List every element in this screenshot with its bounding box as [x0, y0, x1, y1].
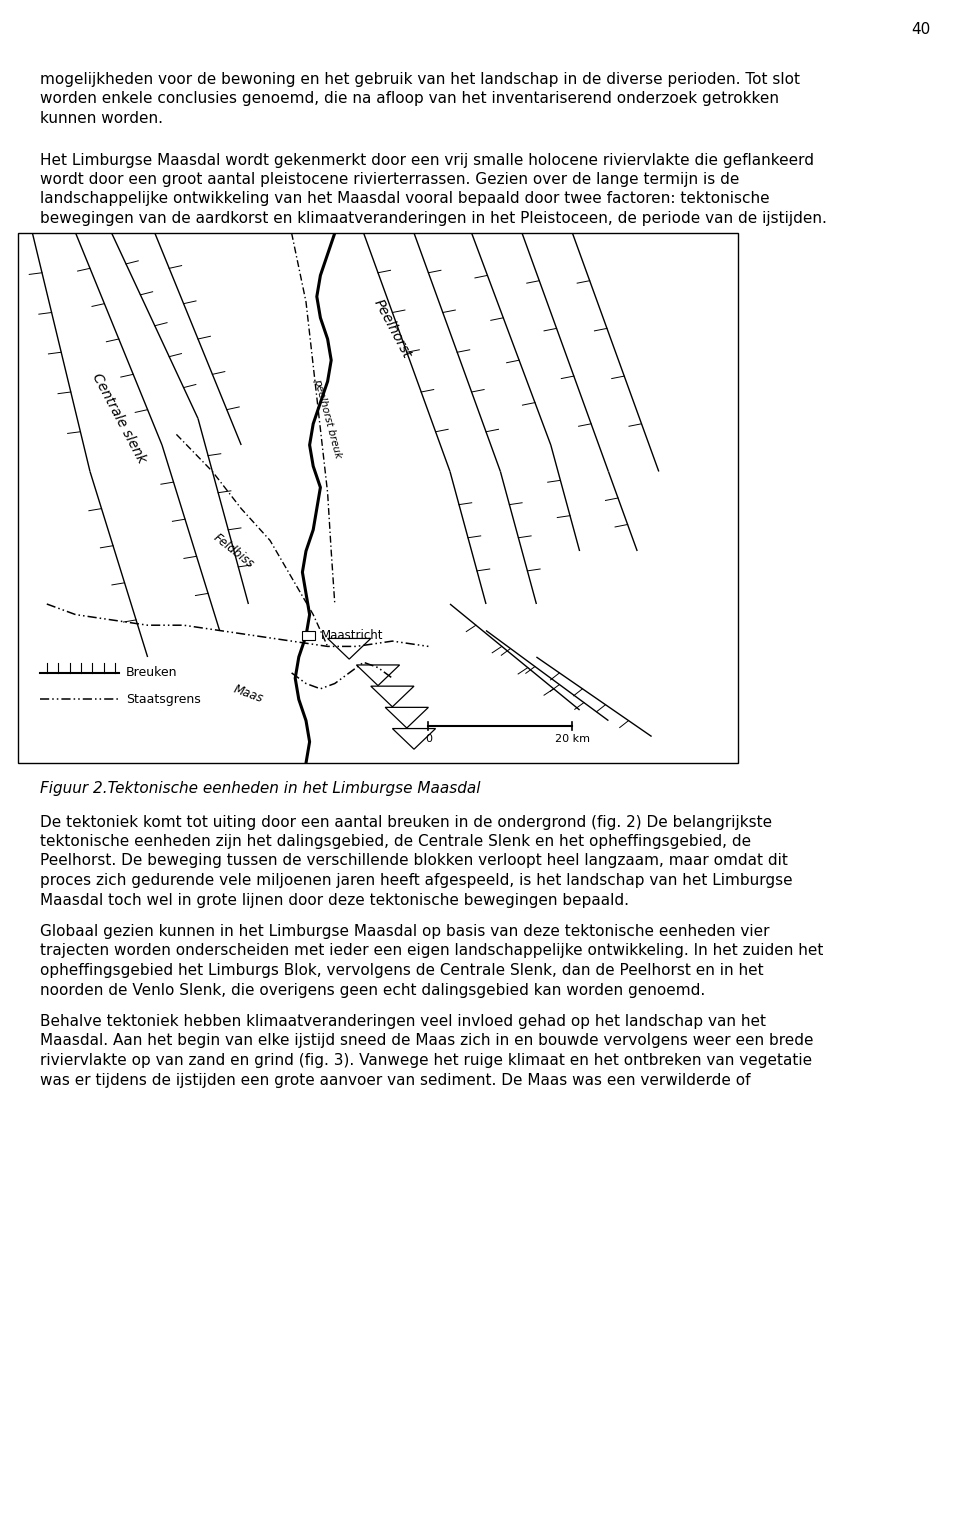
Text: Maastricht: Maastricht — [321, 629, 383, 643]
Text: De tektoniek komt tot uiting door een aantal breuken in de ondergrond (fig. 2) D: De tektoniek komt tot uiting door een aa… — [40, 814, 772, 829]
Text: proces zich gedurende vele miljoenen jaren heeft afgespeeld, is het landschap va: proces zich gedurende vele miljoenen jar… — [40, 873, 793, 889]
Text: Breuken: Breuken — [126, 666, 178, 680]
Bar — [18, 234, 738, 763]
Text: tektonische eenheden zijn het dalingsgebied, de Centrale Slenk en het opheffings: tektonische eenheden zijn het dalingsgeb… — [40, 834, 751, 849]
Text: Globaal gezien kunnen in het Limburgse Maasdal op basis van deze tektonische een: Globaal gezien kunnen in het Limburgse M… — [40, 924, 770, 939]
Text: peelhorst breuk: peelhorst breuk — [312, 377, 343, 460]
Text: worden enkele conclusies genoemd, die na afloop van het inventariserend onderzoe: worden enkele conclusies genoemd, die na… — [40, 92, 779, 107]
Text: Maasdal toch wel in grote lijnen door deze tektonische bewegingen bepaald.: Maasdal toch wel in grote lijnen door de… — [40, 892, 629, 907]
Text: Maas: Maas — [231, 683, 265, 705]
Bar — [302, 631, 315, 640]
Text: 40: 40 — [911, 21, 930, 37]
Text: wordt door een groot aantal pleistocene rivierterrassen. Gezien over de lange te: wordt door een groot aantal pleistocene … — [40, 173, 739, 186]
Text: noorden de Venlo Slenk, die overigens geen echt dalingsgebied kan worden genoemd: noorden de Venlo Slenk, die overigens ge… — [40, 982, 706, 997]
Text: 20 km: 20 km — [555, 734, 589, 744]
Text: Behalve tektoniek hebben klimaatveranderingen veel invloed gehad op het landscha: Behalve tektoniek hebben klimaatverander… — [40, 1014, 766, 1029]
Text: Figuur 2.Tektonische eenheden in het Limburgse Maasdal: Figuur 2.Tektonische eenheden in het Lim… — [40, 780, 481, 796]
Text: Peelhorst: Peelhorst — [371, 296, 414, 360]
Text: Centrale slenk: Centrale slenk — [89, 371, 149, 466]
Text: was er tijdens de ijstijden een grote aanvoer van sediment. De Maas was een verw: was er tijdens de ijstijden een grote aa… — [40, 1072, 751, 1087]
Text: mogelijkheden voor de bewoning en het gebruik van het landschap in de diverse pe: mogelijkheden voor de bewoning en het ge… — [40, 72, 800, 87]
Text: trajecten worden onderscheiden met ieder een eigen landschappelijke ontwikkeling: trajecten worden onderscheiden met ieder… — [40, 944, 824, 959]
Text: Maasdal. Aan het begin van elke ijstijd sneed de Maas zich in en bouwde vervolge: Maasdal. Aan het begin van elke ijstijd … — [40, 1034, 813, 1049]
Text: Het Limburgse Maasdal wordt gekenmerkt door een vrij smalle holocene riviervlakt: Het Limburgse Maasdal wordt gekenmerkt d… — [40, 153, 814, 168]
Text: landschappelijke ontwikkeling van het Maasdal vooral bepaald door twee factoren:: landschappelijke ontwikkeling van het Ma… — [40, 191, 770, 206]
Text: 0: 0 — [425, 734, 432, 744]
Text: Feldbiss: Feldbiss — [211, 531, 257, 571]
Text: Peelhorst. De beweging tussen de verschillende blokken verloopt heel langzaam, m: Peelhorst. De beweging tussen de verschi… — [40, 854, 788, 869]
Text: kunnen worden.: kunnen worden. — [40, 111, 163, 127]
Text: bewegingen van de aardkorst en klimaatveranderingen in het Pleistoceen, de perio: bewegingen van de aardkorst en klimaatve… — [40, 211, 827, 226]
Text: opheffingsgebied het Limburgs Blok, vervolgens de Centrale Slenk, dan de Peelhor: opheffingsgebied het Limburgs Blok, verv… — [40, 964, 763, 977]
Text: Staatsgrens: Staatsgrens — [126, 693, 201, 705]
Text: riviervlakte op van zand en grind (fig. 3). Vanwege het ruige klimaat en het ont: riviervlakte op van zand en grind (fig. … — [40, 1054, 812, 1067]
